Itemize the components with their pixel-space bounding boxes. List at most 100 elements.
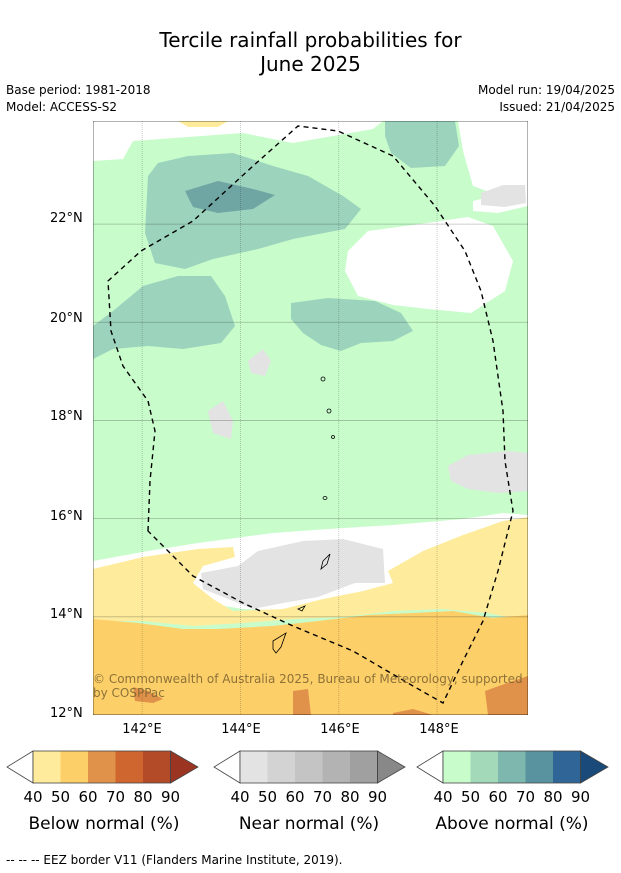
model-run: Model run: 19/04/2025 (477, 83, 615, 97)
meta-left: Base period: 1981-2018 Model: ACCESS-S2 (6, 82, 151, 116)
legend-below-title: Below normal (%) (28, 814, 180, 834)
island-marker (320, 376, 326, 382)
colorbar-swatch (267, 751, 295, 783)
lat-label-22n: 22°N (50, 211, 83, 226)
title-line-1: Tercile rainfall probabilities for (159, 28, 462, 52)
legend-above-title: Above normal (%) (435, 814, 589, 834)
map-grey-mid-small (248, 349, 271, 376)
lat-label-20n: 20°N (50, 311, 83, 326)
tick-label: 40 (23, 788, 43, 806)
islands (272, 376, 335, 654)
colorbar-high-arrow (377, 750, 406, 784)
copyright-notice: © Commonwealth of Australia 2025, Bureau… (93, 672, 523, 700)
colorbar-outline (442, 750, 581, 784)
tick-label: 50 (50, 788, 71, 806)
colorbar-swatch (143, 751, 171, 783)
tick-label: 80 (133, 788, 153, 806)
map-white-east-block (345, 217, 513, 313)
lat-label-14n: 14°N (50, 607, 83, 622)
colorbar-low-arrow (416, 750, 444, 784)
map-below60-southcentral (293, 689, 311, 715)
colorbar-low-arrow (213, 750, 241, 784)
island-marker (322, 496, 328, 500)
tick-label: 60 (78, 788, 98, 806)
colorbar-swatch (350, 751, 378, 783)
colorbar-high-arrow (580, 750, 609, 784)
colorbar-outline (32, 750, 171, 784)
map-above50-north (145, 153, 361, 269)
lon-label-146e: 146°E (320, 722, 360, 737)
graticule (93, 121, 528, 715)
map-below40-south (93, 517, 528, 626)
tick-label: 90 (367, 788, 388, 806)
island-marker (326, 408, 332, 414)
tick-label: 50 (460, 788, 481, 806)
map-yellow-top-strip (178, 121, 228, 127)
legend-near-title: Near normal (%) (238, 814, 380, 834)
eez-footnote: -- -- -- EEZ border V11 (Flanders Marine… (6, 853, 343, 867)
colorbar-high-arrow (170, 750, 199, 784)
legend-above-normal (416, 749, 611, 789)
colorbar-swatch (240, 751, 268, 783)
colorbar-below (6, 750, 199, 784)
copyright-line-1: © Commonwealth of Australia 2025, Bureau… (93, 672, 523, 686)
map-white-top-mid (243, 121, 383, 143)
map-above50-west (93, 276, 235, 359)
legend-near-normal (213, 749, 408, 789)
colorbar-swatch (470, 751, 498, 783)
island-marker (331, 435, 335, 439)
tick-label: 70 (105, 788, 126, 806)
map-panel (93, 121, 528, 715)
map-white-top-right (458, 121, 528, 201)
tick-label: 50 (257, 788, 278, 806)
colorbar-swatch (443, 751, 471, 783)
base-period: Base period: 1981-2018 (6, 83, 151, 97)
meta-right: Model run: 19/04/2025 Issued: 21/04/2025 (478, 82, 615, 116)
title-line-2: June 2025 (260, 52, 361, 76)
tick-label: 40 (230, 788, 250, 806)
tick-label: 90 (160, 788, 181, 806)
lat-label-18n: 18°N (50, 409, 83, 424)
colorbar-swatch (553, 751, 581, 783)
tick-label: 70 (515, 788, 536, 806)
colorbar-swatch (525, 751, 553, 783)
eez-border (107, 125, 514, 704)
colorbar-low-arrow (6, 750, 34, 784)
map-below60-southeast (393, 709, 433, 715)
lat-label-12n: 12°N (50, 706, 83, 721)
map-above50-center (291, 298, 413, 351)
tick-label: 80 (340, 788, 360, 806)
island-saipan (320, 553, 331, 571)
rainfall-map (93, 121, 528, 715)
tick-label: 60 (488, 788, 508, 806)
colorbar-outline (239, 750, 378, 784)
lon-label-148e: 148°E (419, 722, 459, 737)
colorbar-swatch (60, 751, 88, 783)
map-below60-east (485, 676, 528, 715)
colorbar-swatch (88, 751, 116, 783)
lon-label-144e: 144°E (221, 722, 261, 737)
colorbar-swatch (322, 751, 350, 783)
issued-date: Issued: 21/04/2025 (499, 100, 615, 114)
tick-label: 60 (285, 788, 305, 806)
colorbar-swatch (115, 751, 143, 783)
tick-label: 70 (312, 788, 333, 806)
colorbar-near (213, 750, 406, 784)
lon-label-142e: 142°E (122, 722, 162, 737)
map-above50-northeast (385, 121, 459, 168)
lat-label-16n: 16°N (50, 509, 83, 524)
copyright-line-2: by COSPPac (93, 686, 165, 700)
colorbar-above (416, 750, 609, 784)
chart-title: Tercile rainfall probabilities for June … (0, 28, 621, 76)
tick-label: 40 (433, 788, 453, 806)
island-rota (297, 605, 306, 612)
tick-label: 90 (570, 788, 591, 806)
map-white-top-left (93, 121, 243, 161)
colorbar-swatch (498, 751, 526, 783)
tick-label: 80 (543, 788, 563, 806)
map-grey-south (201, 539, 385, 609)
model-name: Model: ACCESS-S2 (6, 100, 118, 114)
map-above60-core (185, 181, 275, 213)
map-grey-west-small (208, 401, 233, 439)
colorbar-swatch (33, 751, 61, 783)
